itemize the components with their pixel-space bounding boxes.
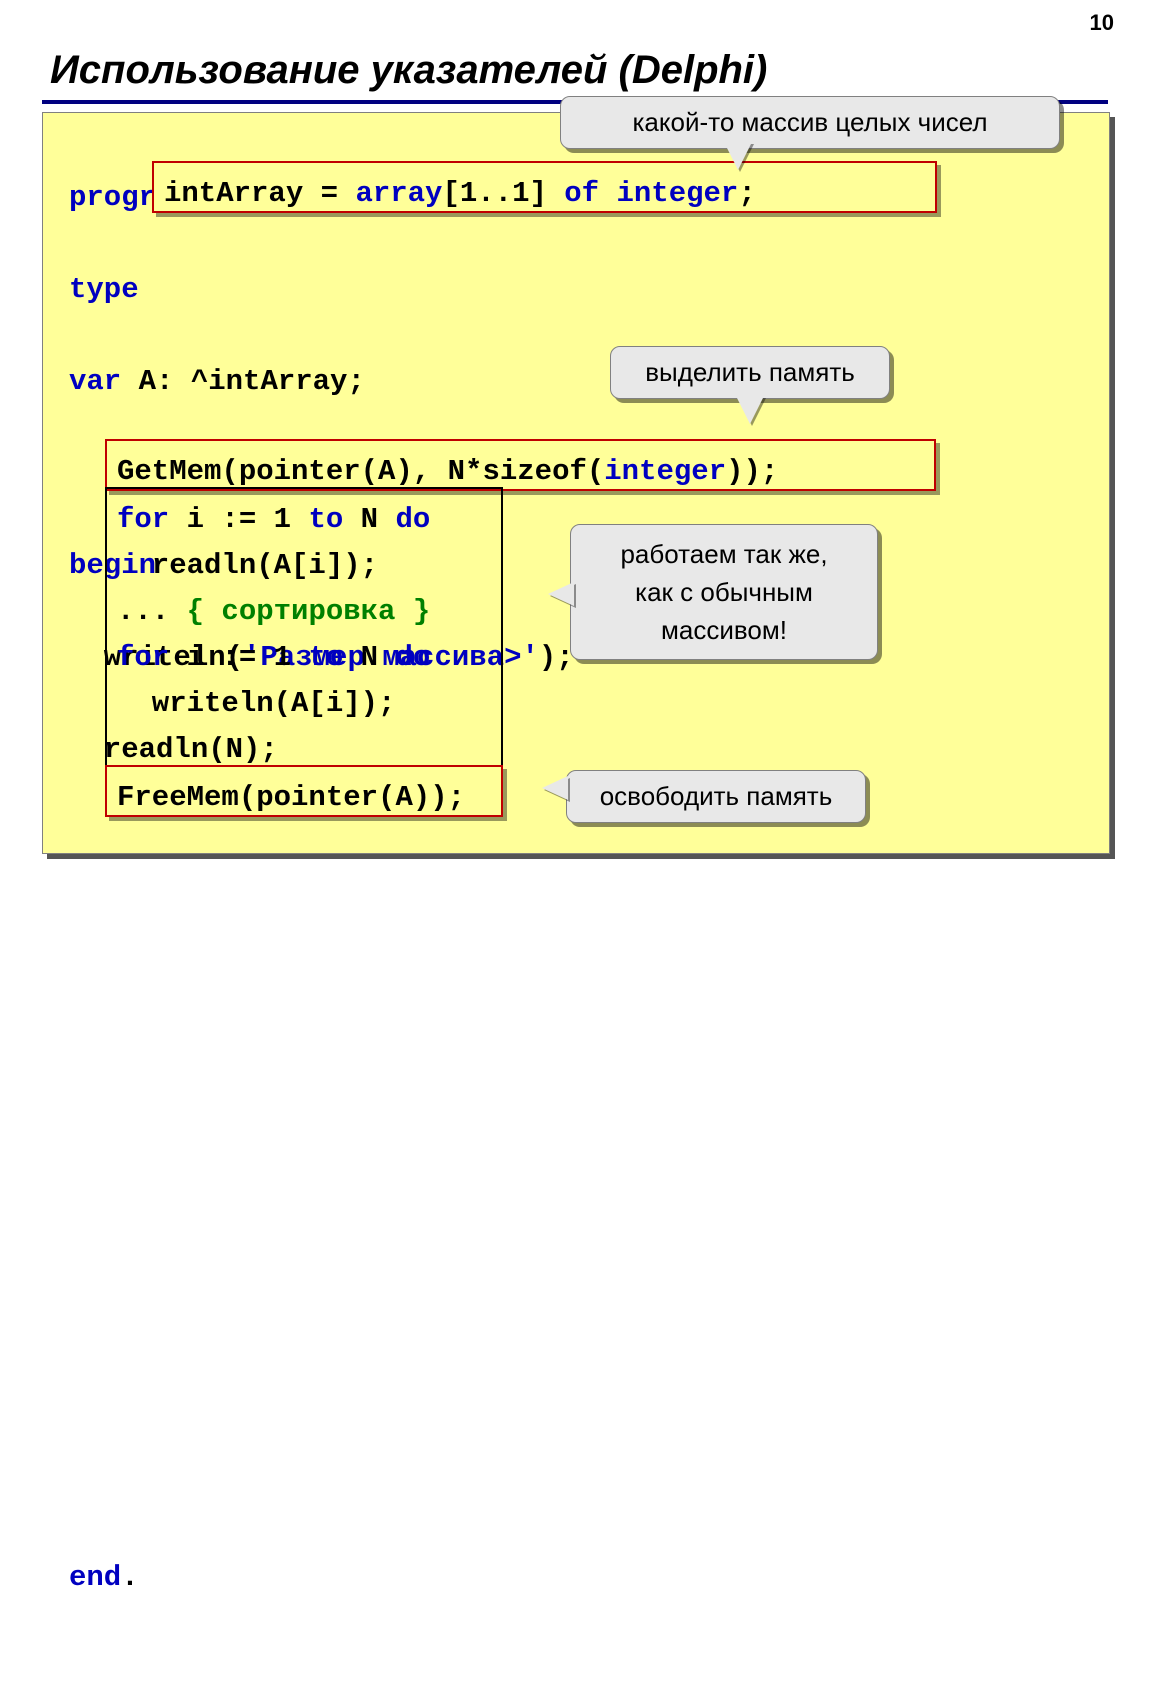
highlight-loop-text: for i := 1 to N do readln(A[i]); ... { с… [107, 489, 501, 727]
highlight-intarray-text: intArray = array[1..1] of integer; [154, 163, 935, 217]
callout-tail-icon [724, 142, 752, 170]
callout-tail-icon [542, 776, 568, 800]
page-number: 10 [1090, 10, 1114, 36]
callout-tail-icon [548, 582, 574, 606]
highlight-loop-block: for i := 1 to N do readln(A[i]); ... { с… [105, 487, 503, 769]
highlight-freemem-text: FreeMem(pointer(A)); [107, 767, 501, 821]
code-lines: program qq; type var A: ^intArray; i, N:… [69, 129, 574, 1693]
slide-title: Использование указателей (Delphi) [50, 48, 767, 93]
callout-works-like-array: работаем так же,как с обычныммассивом! [570, 524, 878, 660]
highlight-freemem: FreeMem(pointer(A)); [105, 765, 503, 817]
callout-array-of-ints: какой-то массив целых чисел [560, 96, 1060, 149]
callout-free-memory: освободить память [566, 770, 866, 823]
callout-allocate-memory: выделить память [610, 346, 890, 399]
highlight-intarray: intArray = array[1..1] of integer; [152, 161, 937, 213]
code-block: program qq; type var A: ^intArray; i, N:… [42, 112, 1110, 854]
callout-tail-icon [736, 396, 764, 424]
highlight-getmem: GetMem(pointer(A), N*sizeof(integer)); [105, 439, 936, 491]
